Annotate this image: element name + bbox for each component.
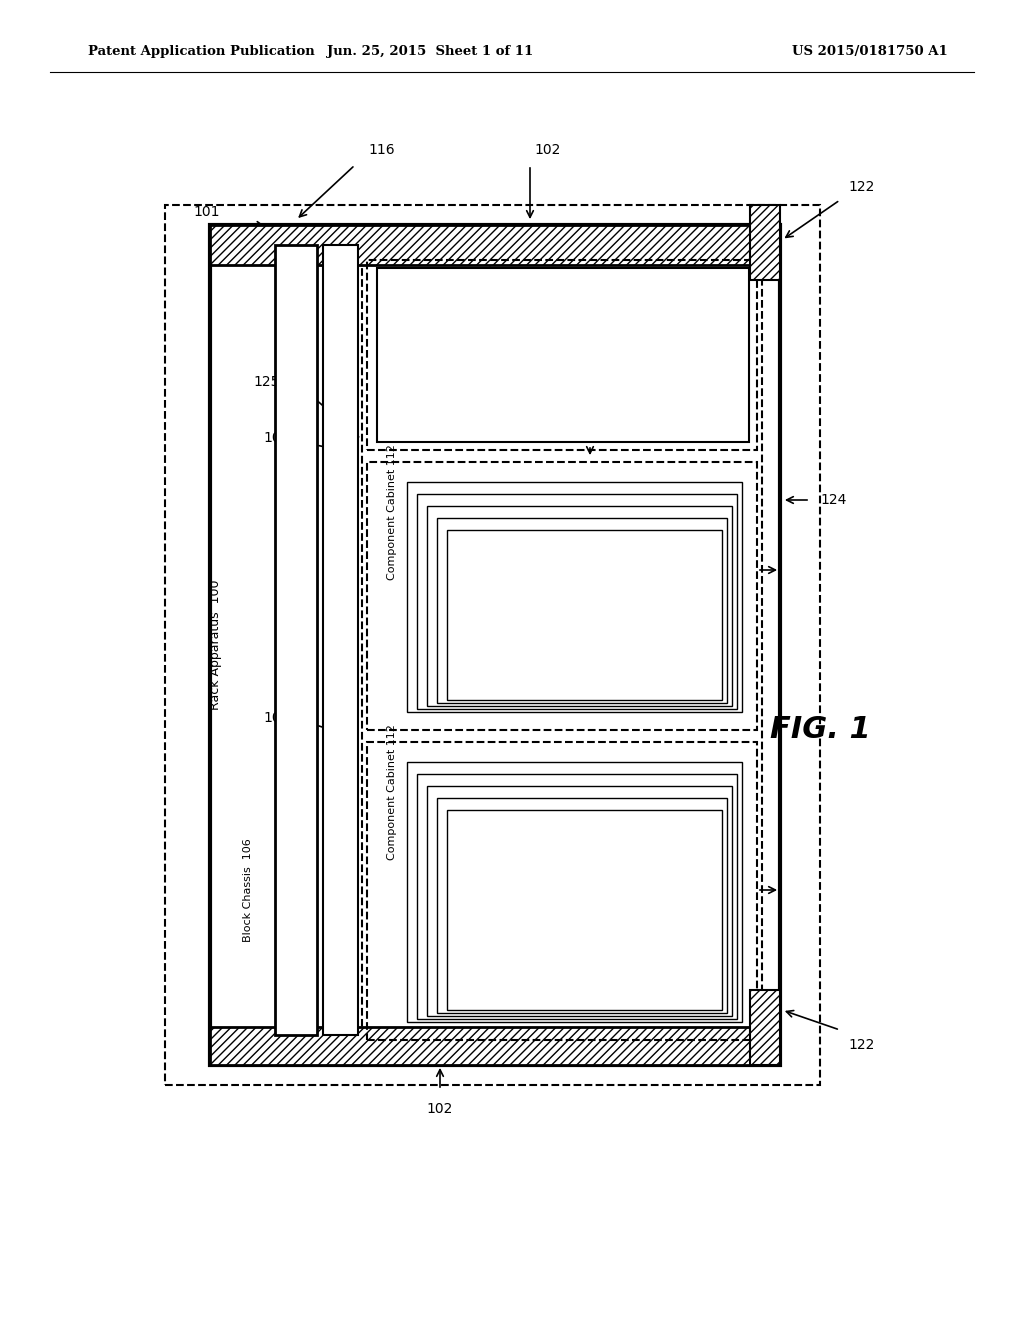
Bar bbox=[437, 517, 727, 704]
Bar bbox=[377, 268, 749, 442]
Bar bbox=[427, 785, 732, 1016]
Text: Component 110: Component 110 bbox=[538, 611, 627, 620]
Bar bbox=[362, 246, 762, 1045]
Text: Block Chassis  106: Block Chassis 106 bbox=[243, 838, 253, 942]
Bar bbox=[165, 205, 820, 1085]
Text: 102: 102 bbox=[534, 143, 560, 157]
Bar bbox=[367, 462, 757, 730]
Text: 124: 124 bbox=[820, 492, 847, 507]
Text: Busbar 114: Busbar 114 bbox=[291, 609, 301, 672]
Text: 116: 116 bbox=[368, 143, 394, 157]
Text: Information Technology (IT): Information Technology (IT) bbox=[506, 866, 658, 876]
Text: US 2015/0181750 A1: US 2015/0181750 A1 bbox=[793, 45, 948, 58]
Bar bbox=[210, 1027, 780, 1065]
Bar bbox=[427, 506, 732, 706]
Text: 102: 102 bbox=[427, 1102, 454, 1115]
Text: Component 110: Component 110 bbox=[538, 906, 627, 916]
Bar bbox=[417, 494, 737, 709]
Text: 122: 122 bbox=[848, 1038, 874, 1052]
Text: Information Technology (IT): Information Technology (IT) bbox=[506, 572, 658, 581]
Text: FIG. 1: FIG. 1 bbox=[770, 715, 870, 744]
Bar bbox=[417, 774, 737, 1019]
Text: 122: 122 bbox=[848, 180, 874, 194]
Bar bbox=[437, 799, 727, 1012]
Bar bbox=[447, 531, 722, 700]
Text: Block Controller  120: Block Controller 120 bbox=[498, 348, 629, 362]
Bar bbox=[407, 762, 742, 1022]
Text: 125: 125 bbox=[254, 375, 280, 389]
Text: 104: 104 bbox=[420, 231, 446, 246]
Text: 108: 108 bbox=[263, 432, 290, 445]
Bar bbox=[750, 990, 780, 1065]
Text: Power Interface Board 118: Power Interface Board 118 bbox=[336, 576, 345, 705]
Text: Component Cabinet 112: Component Cabinet 112 bbox=[387, 444, 397, 579]
Bar bbox=[447, 810, 722, 1010]
Bar bbox=[323, 246, 358, 1035]
Bar bbox=[367, 260, 757, 450]
Bar bbox=[210, 224, 780, 265]
Text: Jun. 25, 2015  Sheet 1 of 11: Jun. 25, 2015 Sheet 1 of 11 bbox=[327, 45, 534, 58]
Bar bbox=[275, 246, 317, 1035]
Bar bbox=[367, 742, 757, 1040]
Text: Rack Apparatus  100: Rack Apparatus 100 bbox=[209, 579, 221, 710]
Text: Component Cabinet 112: Component Cabinet 112 bbox=[387, 725, 397, 859]
Text: 108: 108 bbox=[263, 711, 290, 725]
Bar bbox=[407, 482, 742, 711]
Bar bbox=[210, 224, 780, 1065]
Text: 101: 101 bbox=[194, 205, 220, 219]
Bar bbox=[750, 205, 780, 280]
Text: Patent Application Publication: Patent Application Publication bbox=[88, 45, 314, 58]
